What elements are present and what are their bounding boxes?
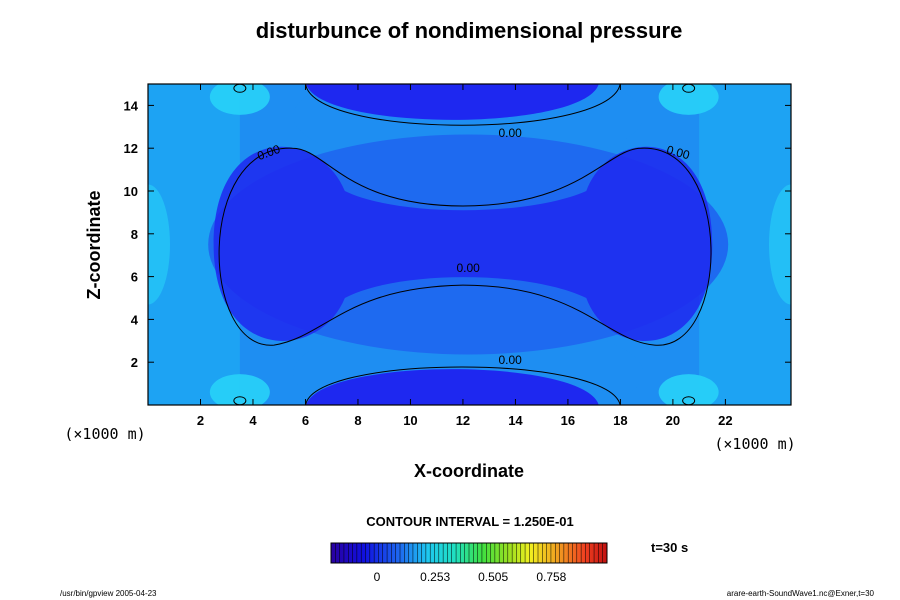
- z-tick-label: 14: [124, 98, 139, 113]
- x-tick-label: 4: [249, 413, 257, 428]
- z-tick-label: 6: [131, 270, 138, 285]
- x-tick-label: 6: [302, 413, 309, 428]
- field-corner-high: [658, 84, 719, 115]
- footer-right: arare-earth-SoundWave1.nc@Exner,t=30: [727, 589, 875, 598]
- colorbar-tick-label: 0: [374, 570, 381, 584]
- contour-label: 0.00: [498, 126, 522, 140]
- colorbar: [330, 542, 608, 564]
- z-axis-label: Z-coordinate: [84, 190, 104, 299]
- x-tick-label: 16: [561, 413, 575, 428]
- time-label: t=30 s: [651, 540, 688, 555]
- contour-interval-text: CONTOUR INTERVAL = 1.250E-01: [366, 514, 573, 529]
- field-edge-high: [148, 184, 170, 305]
- z-tick-label: 2: [131, 355, 138, 370]
- z-tick-label: 8: [131, 227, 138, 242]
- field-core-low: [213, 146, 713, 341]
- x-tick-label: 12: [456, 413, 470, 428]
- z-axis-unit-label: (×1000 m): [64, 425, 145, 443]
- field-corner-high: [209, 374, 270, 405]
- field-edge-high: [769, 184, 791, 305]
- field-corner-high: [209, 84, 270, 115]
- plot-area: [148, 84, 791, 405]
- x-tick-label: 20: [666, 413, 680, 428]
- colorbar-tick-label: 0.758: [536, 570, 566, 584]
- x-tick-label: 22: [718, 413, 732, 428]
- x-tick-label: 10: [403, 413, 417, 428]
- contour-line-top: [305, 84, 621, 126]
- field-bottom-low: [306, 369, 599, 405]
- footer-left: /usr/bin/gpview 2005-04-23: [60, 589, 157, 598]
- x-tick-label: 2: [197, 413, 204, 428]
- contour-line-bottom: [305, 366, 621, 405]
- x-tick-label: 8: [354, 413, 361, 428]
- contour-line-core: [218, 147, 712, 346]
- z-tick-label: 10: [124, 184, 138, 199]
- z-tick-label: 12: [124, 141, 138, 156]
- chart-title: disturbunce of nondimensional pressure: [256, 18, 683, 43]
- field-corner-high: [658, 374, 719, 405]
- x-tick-label: 14: [508, 413, 523, 428]
- contour-label: 0.00: [457, 261, 481, 275]
- x-axis-label: X-coordinate: [414, 461, 524, 481]
- contour-label: 0.00: [665, 143, 691, 163]
- colorbar-tick-label: 0.505: [478, 570, 508, 584]
- x-tick-label: 18: [613, 413, 627, 428]
- plot-frame: [147, 83, 792, 406]
- field-top-low: [306, 84, 599, 120]
- z-tick-label: 4: [131, 312, 139, 327]
- colorbar-tick-label: 0.253: [420, 570, 450, 584]
- x-axis-unit-label: (×1000 m): [714, 435, 795, 453]
- contour-label: 0.00: [498, 353, 522, 367]
